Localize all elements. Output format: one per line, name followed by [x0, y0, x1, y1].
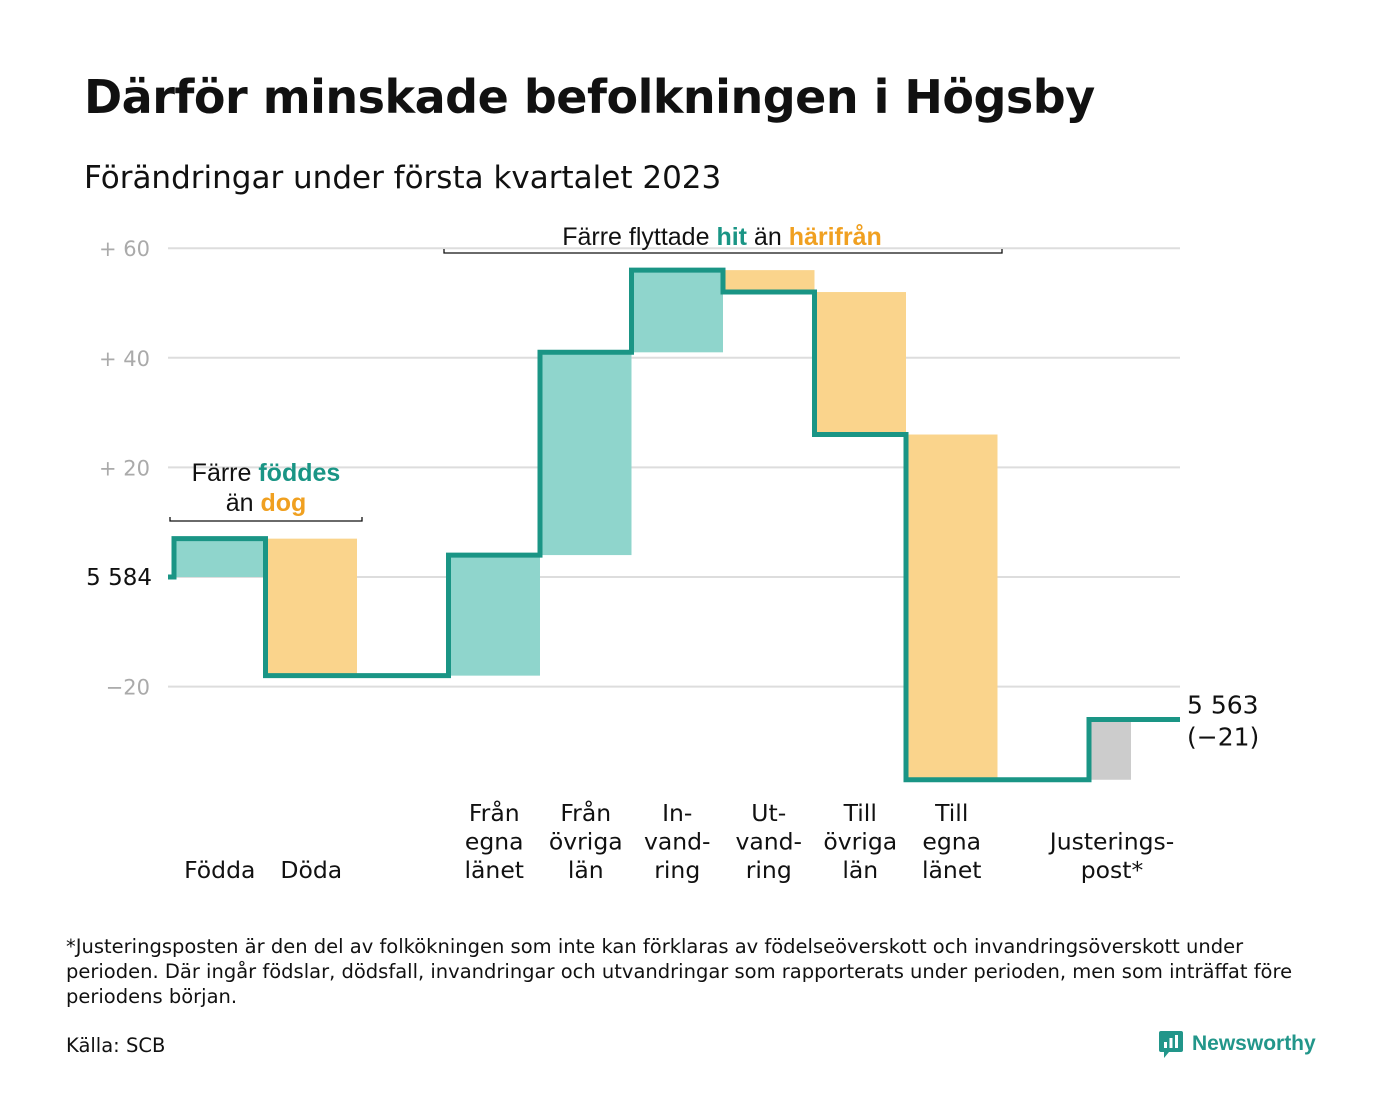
bar-inflow: [174, 538, 266, 577]
category-label: Döda: [280, 856, 342, 884]
category-label: län: [568, 856, 604, 884]
category-label: Till: [934, 799, 968, 827]
waterfall-chart: + 60+ 40+ 205 584−20 Födda DödaFrånegnalä…: [86, 223, 1259, 884]
source-note: Källa: SCB: [66, 1034, 166, 1057]
bar-outflow: [814, 292, 906, 435]
y-tick-labels: + 60 + 40 + 20 5 584 −20: [86, 237, 152, 699]
end-change-label: (−21): [1187, 722, 1259, 751]
annotation-text: Färre flyttade hit än härifrån: [562, 223, 882, 251]
category-label: Ut-: [751, 799, 786, 827]
category-label: egna: [922, 828, 981, 856]
chart-title: Därför minskade befolkningen i Högsby: [84, 70, 1095, 124]
brand-name: Newsworthy: [1192, 1032, 1316, 1055]
category-label: län: [842, 856, 878, 884]
y-tick-label: + 20: [99, 456, 150, 480]
bars-layer: [174, 270, 1131, 780]
newsworthy-logo-icon: [1159, 1031, 1183, 1058]
chart-subtitle: Förändringar under första kvartalet 2023: [84, 160, 722, 196]
category-label: post*: [1081, 856, 1144, 884]
bar-inflow: [448, 555, 540, 676]
cumulative-line: [168, 267, 1180, 783]
annotation-bracket: [169, 517, 363, 522]
category-label: vand-: [735, 828, 802, 856]
cumulative-line-layer: [168, 267, 1180, 783]
category-label: ring: [746, 856, 792, 884]
y-tick-label: + 60: [99, 237, 150, 261]
end-value-label: 5 563: [1187, 690, 1259, 719]
bar-adjustment: [1089, 719, 1131, 780]
bar-outflow: [265, 538, 357, 676]
category-label: Till: [843, 799, 877, 827]
category-label: Från: [469, 799, 520, 827]
category-label: egna: [465, 828, 524, 856]
bar-inflow: [631, 270, 723, 353]
brand-logo: Newsworthy: [1158, 1026, 1316, 1062]
category-label: Justerings-: [1048, 828, 1174, 856]
bar-inflow: [540, 352, 632, 556]
y-tick-label: −20: [106, 676, 150, 700]
end-value-labels: 5 563 (−21): [1187, 690, 1259, 751]
category-labels: Födda DödaFrånegnalänetFrånövrigalänIn-va…: [184, 799, 1174, 884]
category-label: övriga: [549, 828, 623, 856]
annotation-bracket: [443, 249, 1003, 254]
category-label: Från: [560, 799, 611, 827]
category-label: In-: [662, 799, 692, 827]
category-label: länet: [922, 856, 982, 884]
y-tick-label: + 40: [99, 347, 150, 371]
bar-outflow: [906, 434, 998, 780]
bar-outflow: [723, 270, 815, 293]
annotation-text: Färre föddes: [192, 459, 341, 487]
annotation-text: än dog: [226, 489, 307, 517]
category-label: vand-: [644, 828, 711, 856]
footnote: *Justeringsposten är den del av folkökni…: [66, 935, 1293, 1008]
category-label: Födda: [184, 856, 255, 884]
start-value-label: 5 584: [86, 565, 152, 591]
category-label: ring: [654, 856, 700, 884]
category-label: länet: [465, 856, 525, 884]
category-label: övriga: [823, 828, 897, 856]
